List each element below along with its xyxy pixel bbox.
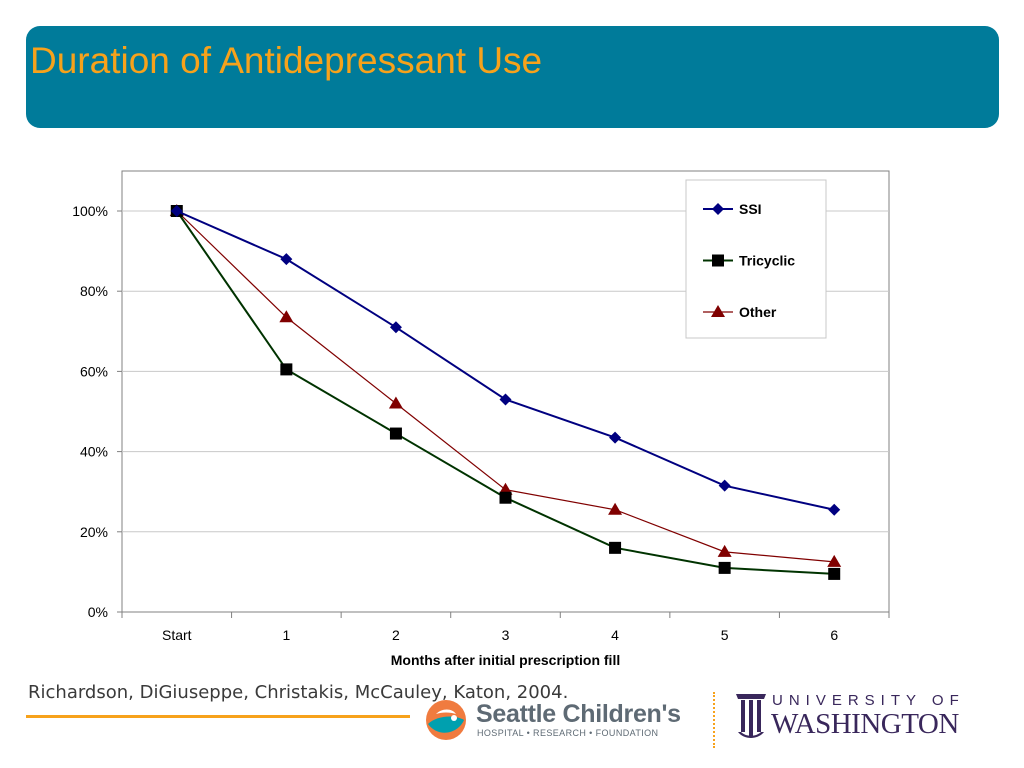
x-tick-label: 6: [830, 627, 838, 643]
data-point: [389, 321, 402, 334]
y-tick-label: 0%: [88, 604, 108, 620]
y-tick-label: 60%: [80, 363, 108, 379]
data-point: [279, 310, 294, 323]
data-point: [828, 503, 841, 516]
x-tick-label: 2: [392, 627, 400, 643]
legend-entry: Other: [703, 304, 777, 320]
series-ssi: [170, 205, 841, 516]
legend-marker: [712, 203, 724, 215]
data-point: [717, 544, 732, 557]
data-point: [609, 431, 622, 444]
data-point: [499, 393, 512, 406]
legend-label: Other: [739, 304, 777, 320]
logo-divider: [713, 692, 715, 748]
data-point: [718, 479, 731, 492]
line-chart: 0% 20% 40% 60% 80% 100% Start 1 2 3 4 5 6 Months afte…: [72, 170, 890, 668]
x-tick-label: 3: [502, 627, 510, 643]
y-tick-label: 100%: [72, 203, 108, 219]
legend-marker: [712, 254, 724, 267]
uw-wordmark-top: UNIVERSITY OF: [772, 692, 965, 709]
y-tick-label: 80%: [80, 283, 108, 299]
legend-entry: Tricyclic: [703, 253, 795, 269]
x-tick-label: 4: [611, 627, 619, 643]
y-tick-label: 40%: [80, 444, 108, 460]
x-tick-label: 1: [282, 627, 290, 643]
data-point: [609, 541, 622, 554]
data-point: [718, 561, 731, 574]
seattle-childrens-tagline: HOSPITAL • RESEARCH • FOUNDATION: [477, 728, 659, 738]
data-point: [389, 427, 402, 440]
uw-column-logo-icon: [736, 694, 766, 738]
data-point: [388, 396, 403, 409]
citation: Richardson, DiGiuseppe, Christakis, McCa…: [28, 682, 569, 703]
y-tick-label: 20%: [80, 524, 108, 540]
legend-marker: [711, 305, 725, 317]
data-point: [280, 363, 293, 376]
data-point: [498, 482, 513, 495]
seattle-childrens-logo-icon: [426, 700, 466, 740]
x-axis-title: Months after initial prescription fill: [391, 652, 620, 668]
seattle-childrens-name: Seattle Children's: [476, 700, 681, 728]
data-point: [170, 205, 183, 217]
uw-wordmark-bottom: WASHINGTON: [771, 708, 959, 740]
legend-label: Tricyclic: [739, 253, 795, 269]
data-point: [499, 491, 512, 504]
title-bar: [26, 26, 999, 128]
legend-label: SSI: [739, 201, 762, 217]
data-point: [827, 554, 842, 567]
legend-entry: SSI: [703, 201, 762, 217]
data-point: [280, 253, 293, 266]
data-point: [828, 567, 841, 580]
x-tick-label: 5: [721, 627, 729, 643]
orange-divider: [26, 715, 410, 718]
data-point: [608, 502, 623, 515]
slide-title: Duration of Antidepressant Use: [30, 40, 543, 81]
x-tick-label: Start: [162, 627, 192, 643]
